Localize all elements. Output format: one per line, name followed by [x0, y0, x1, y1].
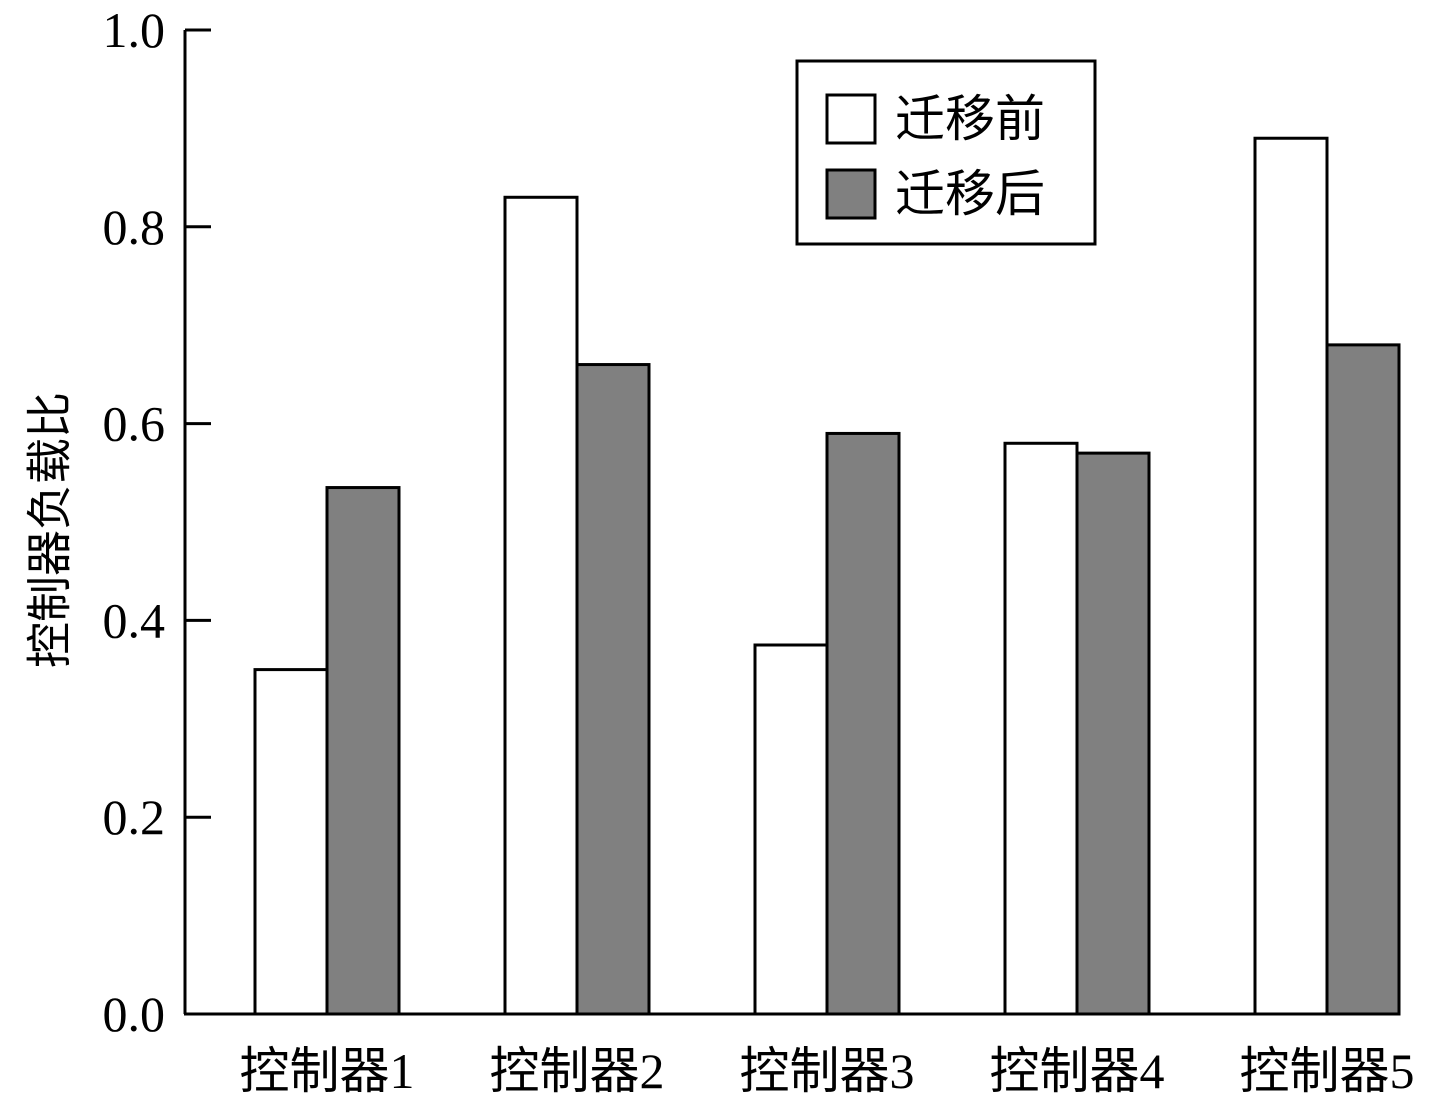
y-ticks-group: 0.0 0.2 0.4 0.6 0.8 1.0 — [103, 2, 211, 1042]
bar-before-5 — [1253, 136, 1329, 1016]
x-category-label: 控制器4 — [990, 1043, 1165, 1099]
y-tick-label: 0.0 — [103, 986, 166, 1042]
legend-label-before: 迁移前 — [895, 91, 1045, 147]
legend-label-after: 迁移后 — [895, 166, 1045, 222]
y-tick-label: 0.2 — [103, 789, 166, 845]
bar-after-4 — [1075, 451, 1151, 1016]
bar-after-1 — [325, 486, 401, 1016]
x-category-label: 控制器3 — [740, 1043, 915, 1099]
bar-before-2 — [503, 195, 579, 1016]
bars-group — [253, 136, 1401, 1016]
y-tick-label: 1.0 — [103, 2, 166, 58]
bar-after-5 — [1325, 343, 1401, 1016]
axes-group — [183, 30, 1400, 1016]
y-tick-label: 0.6 — [103, 396, 166, 452]
y-axis-label: 控制器负载比 — [25, 392, 76, 668]
x-category-label: 控制器1 — [240, 1043, 415, 1099]
bar-after-3 — [825, 431, 901, 1016]
bar-before-3 — [753, 643, 829, 1016]
legend: 迁移前 迁移后 — [795, 59, 1097, 246]
x-category-label: 控制器2 — [490, 1043, 665, 1099]
y-tick-label: 0.4 — [103, 592, 166, 648]
x-labels-group: 控制器1 控制器2 控制器3 控制器4 控制器5 — [240, 1043, 1415, 1099]
legend-swatch-before — [825, 93, 877, 145]
bar-before-4 — [1003, 441, 1079, 1016]
x-category-label: 控制器5 — [1240, 1043, 1415, 1099]
y-tick-label: 0.8 — [103, 199, 166, 255]
bar-before-1 — [253, 668, 329, 1016]
legend-swatch-after — [825, 168, 877, 220]
bar-after-2 — [575, 363, 651, 1016]
